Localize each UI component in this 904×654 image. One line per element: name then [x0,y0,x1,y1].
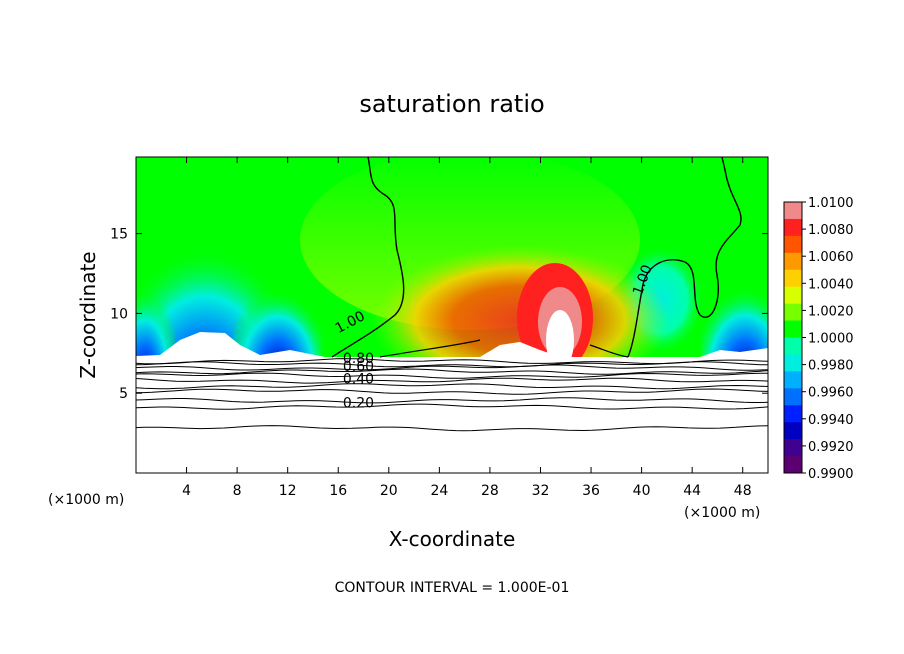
colorbar-swatch [784,405,802,423]
colorbar-swatch [784,303,802,322]
contour-plume-base [379,339,629,358]
contour-line [136,377,768,384]
plot-frame [135,156,769,474]
contour-line [136,403,768,410]
colorbar-label: 0.9920 [808,440,854,455]
x-axis-title: X-coordinate [389,527,516,551]
colorbar-swatch [784,422,802,440]
colorbar-swatch [784,320,802,338]
x-tick-label: 20 [380,483,398,499]
colorbar-label: 1.0020 [808,304,854,319]
colorbar: 1.0100 1.0080 1.0060 1.0040 1.0020 1.0000 0.99… [783,196,854,482]
colorbar-swatch [784,439,802,457]
colorbar-label: 1.0000 [808,332,854,347]
contour-line [136,383,768,390]
x-axis: 4 8 12 16 20 24 28 32 36 40 44 48 [182,157,752,499]
colorbar-swatch [784,252,802,271]
x-tick-label: 32 [532,483,550,499]
colorbar-label: 0.9980 [808,359,854,374]
colorbar-swatch [784,286,802,305]
colorbar-label: 1.0040 [808,277,854,292]
colorbar-swatch [784,388,802,406]
y-tick-label: 10 [110,306,128,322]
colorbar-swatch [784,235,802,254]
x-tick-label: 36 [582,483,600,499]
colorbar-swatch [784,269,802,288]
colorbar-swatch [784,371,802,389]
contour-line [136,372,768,379]
no-data-region [136,332,768,473]
x-tick-label: 16 [329,483,347,499]
chart-title: saturation ratio [359,90,544,118]
colorbar-swatch [784,218,802,237]
colorbar-swatch [784,202,802,220]
contour-label: 0.20 [343,396,374,412]
y-axis-title: Z-coordinate [76,251,100,378]
colorbar-label: 0.9940 [808,413,854,428]
y-unit-label: (×1000 m) [48,492,124,508]
x-tick-label: 4 [182,483,191,499]
x-tick-label: 28 [481,483,499,499]
y-tick-label: 5 [119,386,128,402]
colorbar-label: 1.0080 [808,223,854,238]
contour-label: 0.40 [343,372,374,388]
x-tick-label: 12 [279,483,297,499]
contour-label: 0.80 [343,351,374,367]
contour-line [136,397,768,404]
contour-line [136,361,768,368]
contour-interval-note: CONTOUR INTERVAL = 1.000E-01 [335,580,570,596]
y-axis: 5 10 15 [110,227,768,402]
contour-line [136,425,768,432]
colorbar-swatch [784,337,802,355]
plot-area [136,157,768,473]
colorbar-label: 1.0100 [808,196,854,211]
contour-lines-lower [136,358,768,432]
colorbar-label: 0.9960 [808,386,854,401]
x-tick-label: 24 [430,483,448,499]
contour-label: 0.60 [343,359,374,375]
x-tick-label: 44 [683,483,701,499]
contour-line [136,364,768,371]
colorbar-label: 1.0060 [808,250,854,265]
x-tick-label: 8 [233,483,242,499]
x-unit-label: (×1000 m) [684,505,760,521]
x-tick-label: 40 [633,483,651,499]
colorbar-swatch [784,354,802,372]
colorbar-swatch [784,456,802,474]
colorbar-label: 0.9900 [808,467,854,482]
contour-1-00-right [627,157,742,358]
contour-1-00-left [331,157,405,358]
x-tick-label: 48 [734,483,752,499]
contour-line [136,388,768,395]
contour-line [136,368,768,375]
y-tick-label: 15 [110,227,128,243]
